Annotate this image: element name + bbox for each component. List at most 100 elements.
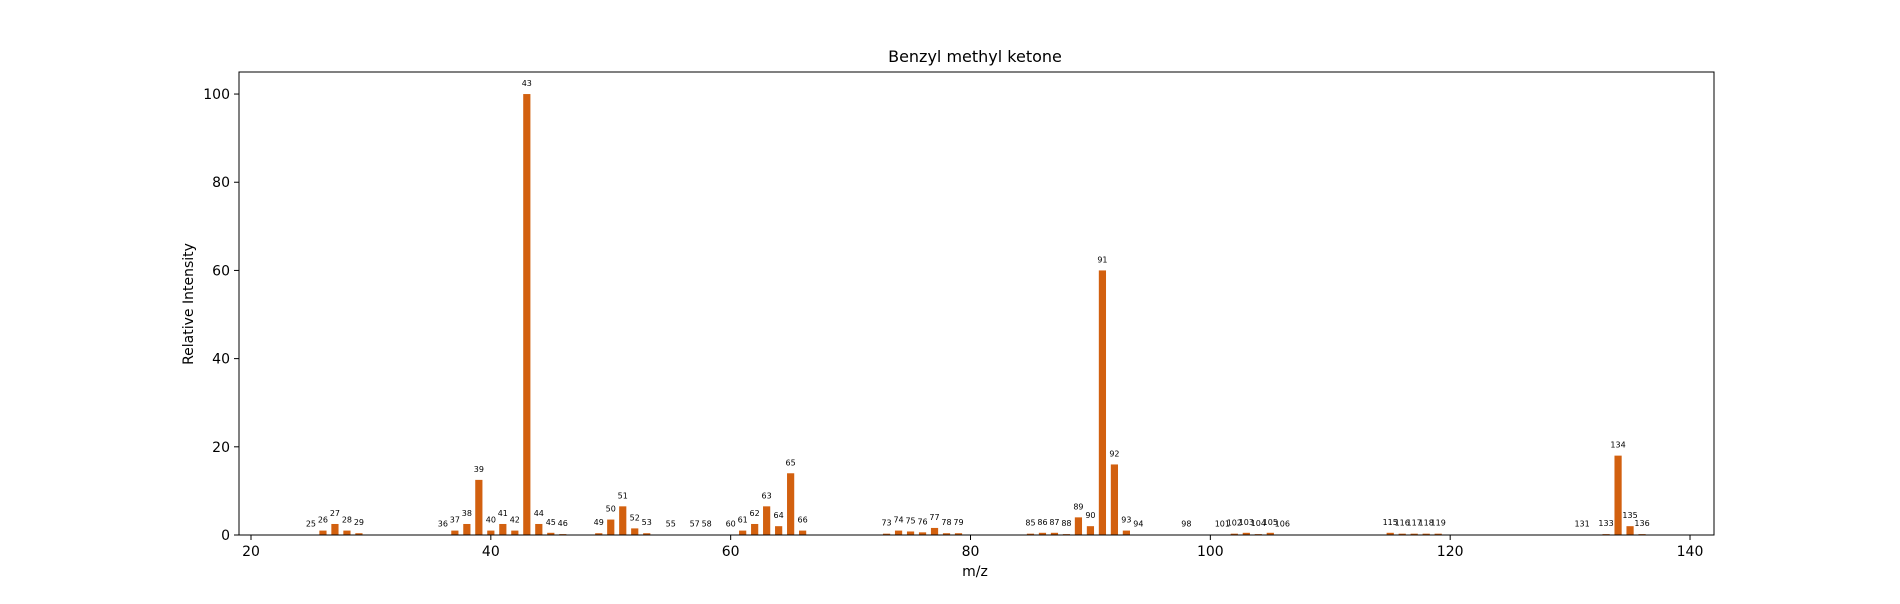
- x-tick-label: 120: [1437, 544, 1464, 560]
- bar-label-mz-66: 66: [798, 516, 808, 525]
- y-tick-label: 60: [212, 263, 230, 279]
- bar-mz-91: [1099, 270, 1106, 535]
- bar-label-mz-65: 65: [786, 458, 796, 467]
- bar-label-mz-25: 25: [306, 520, 316, 529]
- bar-mz-51: [619, 506, 626, 535]
- y-tick-label: 0: [221, 528, 230, 544]
- bar-label-mz-78: 78: [941, 518, 951, 527]
- bar-label-mz-88: 88: [1061, 519, 1071, 528]
- bar-label-mz-58: 58: [702, 520, 712, 529]
- x-tick-label: 100: [1197, 544, 1224, 560]
- bar-label-mz-119: 119: [1431, 519, 1446, 528]
- bar-label-mz-64: 64: [774, 511, 784, 520]
- bar-label-mz-46: 46: [558, 519, 568, 528]
- bar-label-mz-38: 38: [462, 509, 472, 518]
- bar-label-mz-36: 36: [438, 520, 448, 529]
- bar-mz-64: [775, 526, 782, 535]
- bar-label-mz-73: 73: [881, 519, 891, 528]
- x-axis-label: m/z: [962, 564, 988, 580]
- bar-label-mz-92: 92: [1109, 449, 1119, 458]
- bar-label-mz-86: 86: [1037, 518, 1047, 527]
- bar-label-mz-63: 63: [762, 491, 772, 500]
- bar-label-mz-55: 55: [666, 520, 676, 529]
- bar-mz-37: [451, 531, 458, 535]
- bar-label-mz-50: 50: [606, 505, 616, 514]
- y-tick-label: 40: [212, 352, 230, 368]
- bar-mz-44: [535, 524, 542, 535]
- bar-label-mz-39: 39: [474, 465, 484, 474]
- bar-label-mz-37: 37: [450, 516, 460, 525]
- bar-label-mz-26: 26: [318, 516, 328, 525]
- bar-label-mz-74: 74: [893, 516, 903, 525]
- x-tick-label: 20: [242, 544, 260, 560]
- y-tick-label: 80: [212, 175, 230, 191]
- bar-mz-75: [907, 531, 914, 535]
- bar-label-mz-62: 62: [750, 509, 760, 518]
- bar-label-mz-91: 91: [1097, 255, 1107, 264]
- bar-label-mz-29: 29: [354, 518, 364, 527]
- bar-label-mz-41: 41: [498, 509, 508, 518]
- bar-mz-89: [1075, 517, 1082, 535]
- bar-mz-42: [511, 531, 518, 535]
- bar-label-mz-131: 131: [1574, 520, 1589, 529]
- bar-label-mz-136: 136: [1634, 519, 1649, 528]
- bar-label-mz-49: 49: [594, 518, 604, 527]
- bar-mz-74: [895, 531, 902, 535]
- bar-mz-52: [631, 528, 638, 535]
- bar-label-mz-75: 75: [905, 516, 915, 525]
- bar-mz-66: [799, 531, 806, 535]
- bar-label-mz-98: 98: [1181, 520, 1191, 529]
- y-tick-label: 100: [203, 87, 230, 103]
- bar-label-mz-76: 76: [917, 517, 927, 526]
- y-axis-label: Relative Intensity: [181, 243, 197, 365]
- bar-label-mz-52: 52: [630, 513, 640, 522]
- bar-label-mz-85: 85: [1025, 519, 1035, 528]
- bar-label-mz-57: 57: [690, 520, 700, 529]
- bar-label-mz-40: 40: [486, 516, 496, 525]
- bar-mz-41: [499, 524, 506, 535]
- bar-label-mz-87: 87: [1049, 518, 1059, 527]
- x-tick-label: 140: [1677, 544, 1704, 560]
- y-tick-label: 20: [212, 440, 230, 456]
- bar-label-mz-44: 44: [534, 509, 544, 518]
- bar-mz-50: [607, 520, 614, 535]
- x-tick-label: 80: [962, 544, 980, 560]
- bar-label-mz-53: 53: [642, 518, 652, 527]
- bar-label-mz-89: 89: [1073, 502, 1083, 511]
- bar-mz-38: [463, 524, 470, 535]
- bar-label-mz-43: 43: [522, 79, 532, 88]
- x-tick-label: 60: [722, 544, 740, 560]
- bar-label-mz-133: 133: [1598, 519, 1613, 528]
- bar-label-mz-90: 90: [1085, 511, 1095, 520]
- bar-label-mz-61: 61: [738, 516, 748, 525]
- bar-label-mz-60: 60: [726, 520, 736, 529]
- bar-label-mz-77: 77: [929, 513, 939, 522]
- bar-mz-40: [487, 531, 494, 535]
- bar-label-mz-93: 93: [1121, 516, 1131, 525]
- bar-label-mz-51: 51: [618, 491, 628, 500]
- bar-mz-90: [1087, 526, 1094, 535]
- bar-mz-93: [1123, 531, 1130, 535]
- bar-label-mz-94: 94: [1133, 520, 1143, 529]
- bar-mz-134: [1614, 456, 1621, 535]
- bar-mz-92: [1111, 464, 1118, 535]
- bar-mz-27: [331, 524, 338, 535]
- bar-mz-62: [751, 524, 758, 535]
- bar-label-mz-45: 45: [546, 518, 556, 527]
- bar-mz-65: [787, 473, 794, 535]
- bar-mz-61: [739, 531, 746, 535]
- bar-label-mz-134: 134: [1610, 441, 1625, 450]
- bar-mz-43: [523, 94, 530, 535]
- bar-label-mz-27: 27: [330, 509, 340, 518]
- bar-label-mz-42: 42: [510, 516, 520, 525]
- bar-mz-39: [475, 480, 482, 535]
- bar-mz-77: [931, 528, 938, 535]
- bar-mz-28: [343, 531, 350, 535]
- bar-mz-135: [1626, 526, 1633, 535]
- chart-title: Benzyl methyl ketone: [888, 47, 1062, 66]
- bar-label-mz-106: 106: [1275, 520, 1290, 529]
- bar-label-mz-79: 79: [953, 518, 963, 527]
- bar-label-mz-28: 28: [342, 516, 352, 525]
